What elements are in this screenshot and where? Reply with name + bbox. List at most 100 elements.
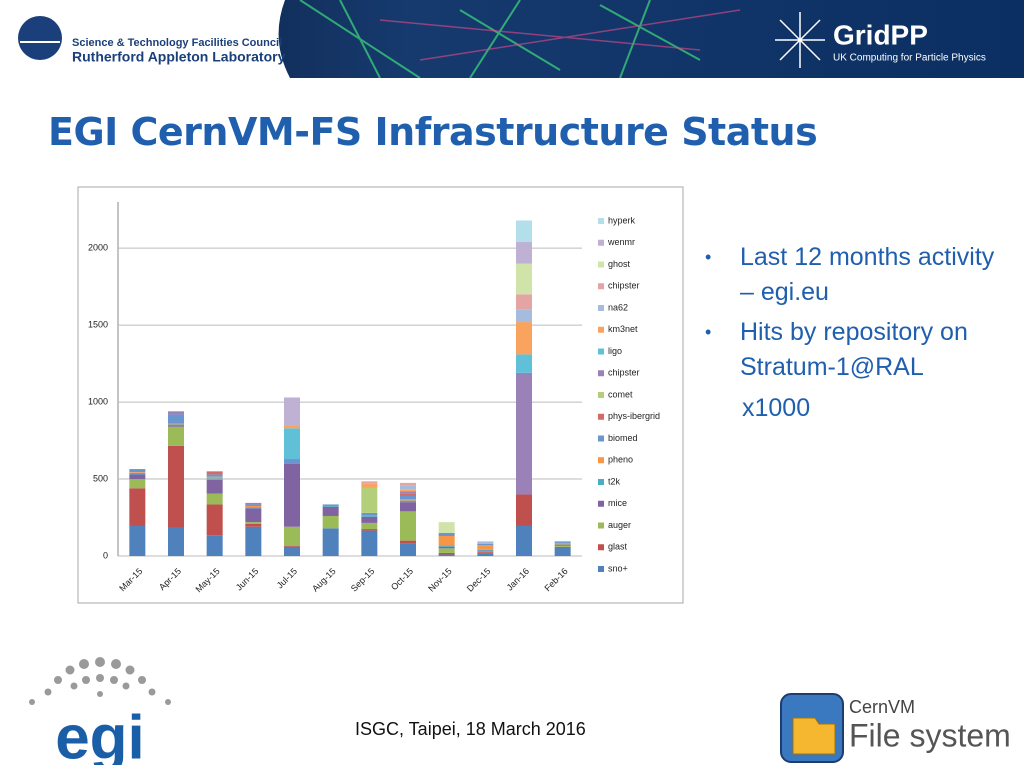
y-tick-label: 500 <box>93 473 108 483</box>
legend-swatch <box>598 348 604 355</box>
bar-segment <box>554 547 571 556</box>
bar-segment <box>361 481 378 484</box>
y-tick-label: 0 <box>103 550 108 560</box>
bar-segment <box>516 494 532 526</box>
bar-segment <box>400 489 416 492</box>
bar-segment <box>206 471 223 475</box>
bar-segment <box>477 545 494 550</box>
bar-segment <box>245 508 262 523</box>
legend-swatch <box>598 305 604 311</box>
bar-segment <box>168 411 184 415</box>
legend-label: glast <box>608 542 628 552</box>
bar-segment <box>129 479 146 489</box>
bar-segment <box>206 476 223 479</box>
council-name: Science & Technology Facilities Council <box>72 37 282 49</box>
bar-segment <box>322 504 339 506</box>
bar-segment <box>516 220 532 243</box>
legend-swatch <box>598 218 604 224</box>
cernvm-text: CernVM <box>849 697 915 717</box>
legend-swatch <box>598 283 604 290</box>
y-tick-label: 1500 <box>88 320 108 330</box>
bullet-list: Last 12 months activity – egi.eu Hits by… <box>705 240 1005 390</box>
bar-segment <box>284 397 300 426</box>
legend-swatch <box>598 479 604 485</box>
bar-segment <box>361 515 378 517</box>
bar-segment <box>245 505 262 508</box>
legend-swatch <box>598 261 604 268</box>
bar-segment <box>400 485 416 490</box>
bar-segment <box>516 322 532 355</box>
bar-segment <box>516 309 532 323</box>
legend-label: phys-ibergrid <box>608 411 660 421</box>
bullet: Last 12 months activity – egi.eu <box>705 240 1005 310</box>
bar-segment <box>438 522 455 533</box>
bar-segment <box>516 525 532 556</box>
bar-segment <box>129 488 146 526</box>
bar-segment <box>477 541 494 544</box>
bar-segment <box>400 495 416 500</box>
bar-segment <box>516 372 532 495</box>
bar-segment <box>554 545 571 547</box>
bar-segment <box>400 500 416 503</box>
bar-segment <box>477 550 494 552</box>
bar-segment <box>554 544 571 546</box>
bar-segment <box>284 545 300 547</box>
legend-label: ghost <box>608 259 631 269</box>
gridpp-tagline: UK Computing for Particle Physics <box>833 53 986 64</box>
bar-segment <box>516 294 532 310</box>
bar-segment <box>206 479 223 494</box>
footer: ISGC, Taipei, 18 March 2016 <box>355 719 586 739</box>
bullet: Hits by repository on Stratum-1@RAL <box>705 315 1005 385</box>
unit-note: x1000 <box>742 394 811 422</box>
bar-segment <box>438 548 455 553</box>
legend-label: sno+ <box>608 563 628 573</box>
legend-label: biomed <box>608 433 638 443</box>
cernvm-logo: CernVM File system <box>780 693 1011 763</box>
bar-segment <box>129 472 146 473</box>
legend-swatch <box>598 370 604 377</box>
legend-swatch <box>598 239 604 246</box>
bar-segment <box>206 493 223 505</box>
bar-segment <box>245 502 262 505</box>
bar-segment <box>284 463 300 527</box>
bar-segment <box>516 242 532 264</box>
bar-segment <box>129 469 146 473</box>
bar-segment <box>284 546 300 556</box>
legend-swatch <box>598 566 604 572</box>
bar-segment <box>322 528 339 556</box>
bar-segment <box>400 540 416 544</box>
bar-segment <box>400 502 416 512</box>
bar-segment <box>554 542 571 545</box>
bar-segment <box>438 552 455 555</box>
lab-name: Rutherford Appleton Laboratory <box>72 49 286 65</box>
legend-label: km3net <box>608 324 638 334</box>
bar-segment <box>361 529 378 531</box>
legend-label: wenmr <box>607 237 635 247</box>
bar-segment <box>284 425 300 429</box>
bar-segment <box>400 482 416 486</box>
legend-swatch <box>598 500 604 507</box>
bar-segment <box>284 428 300 460</box>
bar-segment <box>554 541 571 543</box>
bar-segment <box>129 525 146 556</box>
bar-segment <box>129 472 146 475</box>
legend-label: chipster <box>608 368 640 378</box>
bar-segment <box>129 474 146 480</box>
slide-title: EGI CernVM-FS Infrastructure Status <box>48 110 818 154</box>
bar-segment <box>400 499 416 501</box>
legend-label: comet <box>608 389 633 399</box>
bar-segment <box>554 545 571 546</box>
legend-swatch <box>598 413 604 420</box>
filesystem-text: File system <box>849 717 1011 753</box>
bar-segment <box>245 526 262 556</box>
bar-segment <box>322 515 339 529</box>
bar-segment <box>168 426 184 446</box>
bar-segment <box>438 545 455 547</box>
bar-segment <box>554 546 571 548</box>
bar-segment <box>400 493 416 496</box>
bar-segment <box>477 543 494 546</box>
legend-label: chipster <box>608 281 640 291</box>
egi-logo: egi <box>29 657 171 765</box>
